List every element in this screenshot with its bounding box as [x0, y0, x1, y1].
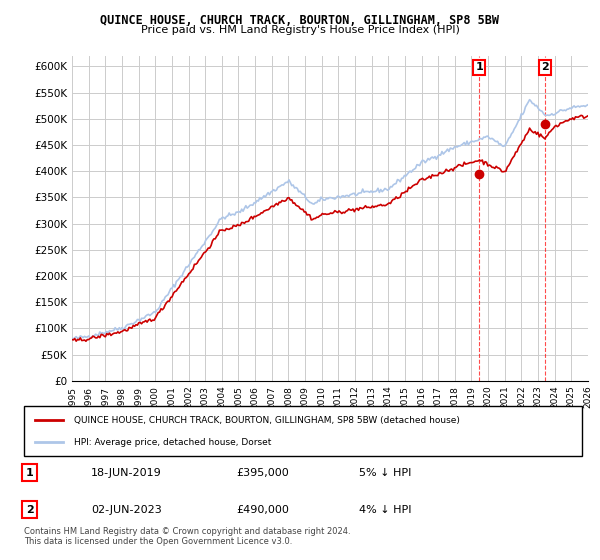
Text: 2: 2 [541, 63, 549, 72]
Text: QUINCE HOUSE, CHURCH TRACK, BOURTON, GILLINGHAM, SP8 5BW: QUINCE HOUSE, CHURCH TRACK, BOURTON, GIL… [101, 14, 499, 27]
FancyBboxPatch shape [24, 406, 582, 456]
Text: 1: 1 [475, 63, 483, 72]
Text: Price paid vs. HM Land Registry's House Price Index (HPI): Price paid vs. HM Land Registry's House … [140, 25, 460, 35]
Text: £395,000: £395,000 [236, 468, 289, 478]
Text: HPI: Average price, detached house, Dorset: HPI: Average price, detached house, Dors… [74, 438, 272, 447]
Text: QUINCE HOUSE, CHURCH TRACK, BOURTON, GILLINGHAM, SP8 5BW (detached house): QUINCE HOUSE, CHURCH TRACK, BOURTON, GIL… [74, 416, 460, 424]
Text: Contains HM Land Registry data © Crown copyright and database right 2024.
This d: Contains HM Land Registry data © Crown c… [24, 526, 350, 546]
Text: 02-JUN-2023: 02-JUN-2023 [91, 505, 162, 515]
Text: 1: 1 [26, 468, 34, 478]
Text: 2: 2 [26, 505, 34, 515]
Text: £490,000: £490,000 [236, 505, 289, 515]
Text: 4% ↓ HPI: 4% ↓ HPI [359, 505, 412, 515]
Text: 5% ↓ HPI: 5% ↓ HPI [359, 468, 411, 478]
Text: 18-JUN-2019: 18-JUN-2019 [91, 468, 162, 478]
